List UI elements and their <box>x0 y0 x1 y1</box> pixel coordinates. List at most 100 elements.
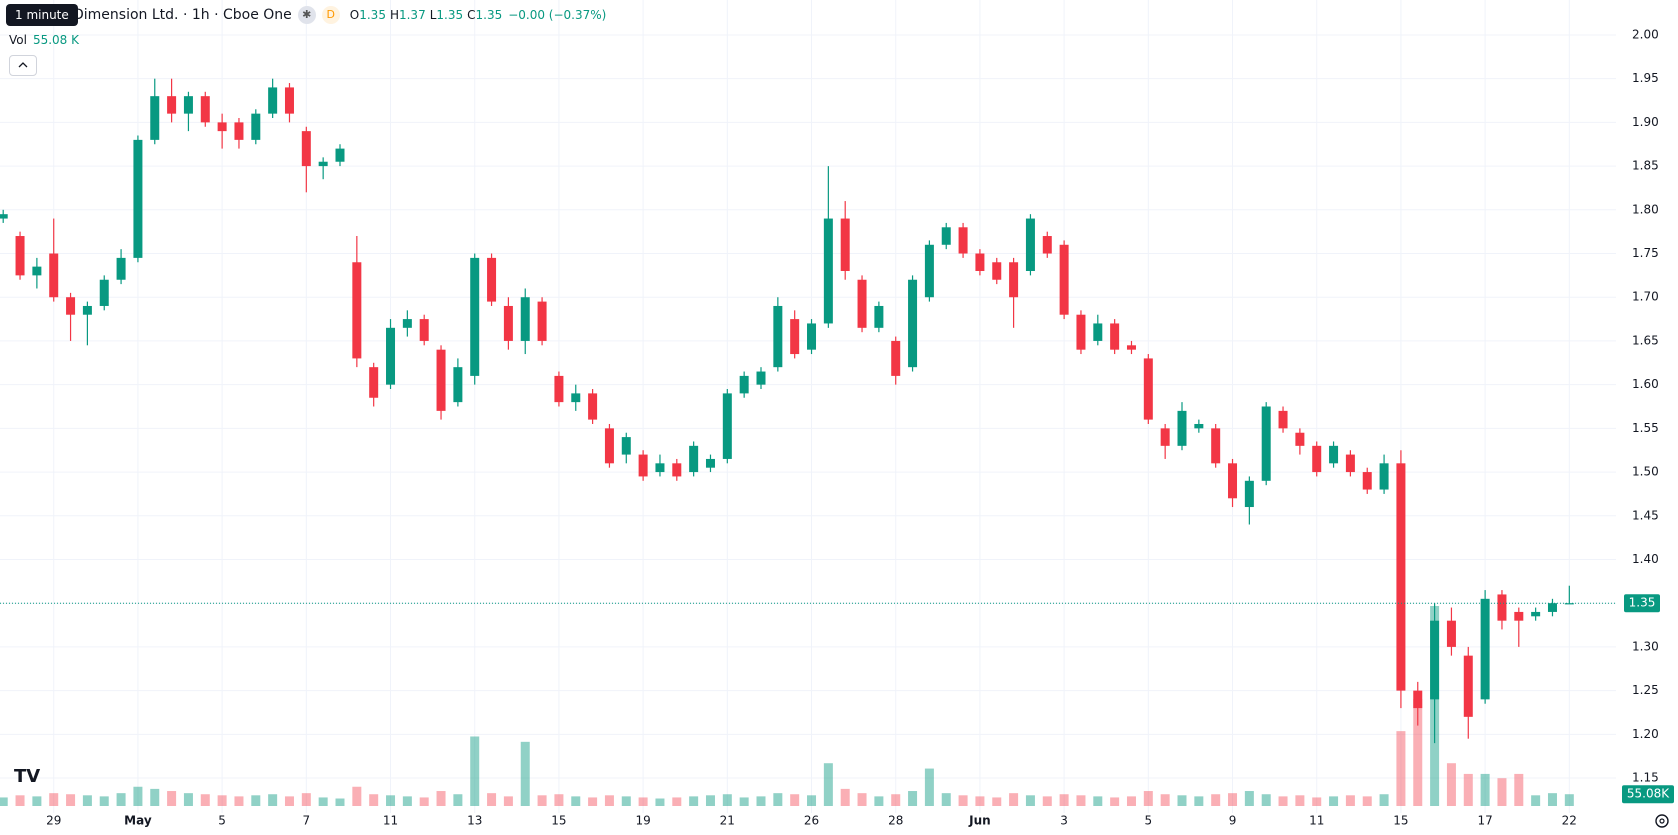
candle-body <box>217 122 227 132</box>
candle-body <box>99 279 109 306</box>
x-tick-label: 11 <box>383 814 398 828</box>
volume-bar <box>0 797 8 806</box>
x-tick-label: 11 <box>1309 814 1324 828</box>
candle-body <box>1194 423 1204 429</box>
candle-body <box>857 279 867 328</box>
x-tick-label: 5 <box>1144 814 1152 828</box>
y-tick-label: 1.95 <box>1632 71 1659 85</box>
volume-bar <box>66 794 76 806</box>
volume-bar <box>1547 793 1557 806</box>
volume-bar <box>1177 795 1187 806</box>
symbol-title[interactable]: Dimension Ltd. · 1h · Cboe One <box>73 7 292 23</box>
candle-body <box>1531 611 1541 617</box>
volume-bar <box>49 793 59 806</box>
candle-body <box>402 319 412 328</box>
volume-bar <box>284 796 294 806</box>
y-tick-label: 1.30 <box>1632 639 1659 653</box>
candle-body <box>183 96 193 114</box>
collapse-button[interactable] <box>9 55 37 76</box>
volume-bar <box>116 793 126 806</box>
volume-bar <box>1514 773 1524 806</box>
candle-body <box>1278 410 1288 429</box>
candle-body <box>790 319 800 355</box>
candle-body <box>689 445 699 473</box>
x-tick-label: Jun <box>968 814 991 828</box>
candle-body <box>1143 358 1153 420</box>
volume-bar <box>1531 795 1541 806</box>
candle-body <box>924 244 934 298</box>
candle-body <box>588 393 598 420</box>
volume-pane <box>0 606 1574 806</box>
x-tick-label: 15 <box>551 814 566 828</box>
x-tick-label: 29 <box>46 814 61 828</box>
logo-mark: 𝗧𝗩 <box>14 766 40 787</box>
x-tick-label: 22 <box>1562 814 1577 828</box>
logo[interactable]: 𝗧𝗩 <box>12 762 52 792</box>
volume-bar <box>1345 795 1355 806</box>
volume-bar <box>621 796 631 806</box>
volume-bar <box>251 795 261 806</box>
volume-bar <box>874 796 884 806</box>
y-tick-label: 1.90 <box>1632 115 1659 129</box>
volume-bar <box>82 795 92 806</box>
candle-body <box>1076 314 1086 350</box>
candle-body <box>554 375 564 403</box>
candle-body <box>1059 244 1069 315</box>
settings-gear[interactable] <box>1650 809 1674 833</box>
candle-body <box>1547 603 1557 612</box>
candle-body <box>1430 620 1440 700</box>
volume-legend: Vol 55.08 K <box>9 33 79 47</box>
volume-bar <box>1059 794 1069 806</box>
volume-bar <box>975 796 985 806</box>
volume-bar <box>386 795 396 806</box>
collapse-icon <box>18 62 28 68</box>
volume-bar <box>200 794 210 806</box>
candle-body <box>941 227 951 245</box>
candle-body <box>0 214 8 219</box>
candle-body <box>1295 432 1305 446</box>
candle-body <box>1110 323 1120 350</box>
candle-body <box>1025 218 1035 271</box>
ohlc-label: L <box>429 8 437 22</box>
x-tick-label: 19 <box>635 814 650 828</box>
volume-bar <box>1110 797 1120 806</box>
candle-body <box>82 305 92 315</box>
volume-bar <box>1261 794 1271 806</box>
delay-badge[interactable]: D <box>321 6 340 24</box>
candle-body <box>1362 472 1372 490</box>
volume-bar <box>1497 778 1507 806</box>
candle-body <box>992 262 1002 280</box>
candle-body <box>234 122 244 140</box>
ohlc-value: 1.35 <box>359 8 386 22</box>
volume-value-box <box>1622 785 1674 804</box>
y-tick-label: 1.75 <box>1632 246 1659 260</box>
candle-body <box>49 253 59 298</box>
ohlc-label: O <box>349 8 360 22</box>
candle-body <box>655 463 665 473</box>
x-tick-label: 9 <box>1229 814 1237 828</box>
ohlc-value: 1.35 <box>475 8 503 22</box>
volume-bar <box>1295 795 1305 806</box>
candle-body <box>1093 323 1103 341</box>
candle-body <box>621 437 631 455</box>
volume-bar <box>15 795 25 806</box>
volume-bar <box>924 768 934 806</box>
volume-bar <box>167 791 177 806</box>
x-tick-label: 13 <box>467 814 482 828</box>
candle-body <box>1379 463 1389 490</box>
candle-body <box>823 218 833 324</box>
candle-body <box>369 367 379 398</box>
y-tick-label: 1.50 <box>1632 465 1659 479</box>
y-tick-label: 1.60 <box>1632 377 1659 391</box>
candle-body <box>1480 598 1490 700</box>
settings-icon[interactable]: ✱ <box>297 6 316 24</box>
x-tick-label: 7 <box>302 814 310 828</box>
volume-bar <box>402 796 412 806</box>
candle-body <box>1329 445 1339 464</box>
candle-body <box>571 393 581 403</box>
y-tick-label: 1.45 <box>1632 508 1659 522</box>
volume-bar <box>1194 796 1204 806</box>
ohlc-label: C <box>467 8 476 22</box>
price-change: −0.00 (−0.37%) <box>508 8 607 22</box>
volume-bar <box>1042 796 1052 806</box>
